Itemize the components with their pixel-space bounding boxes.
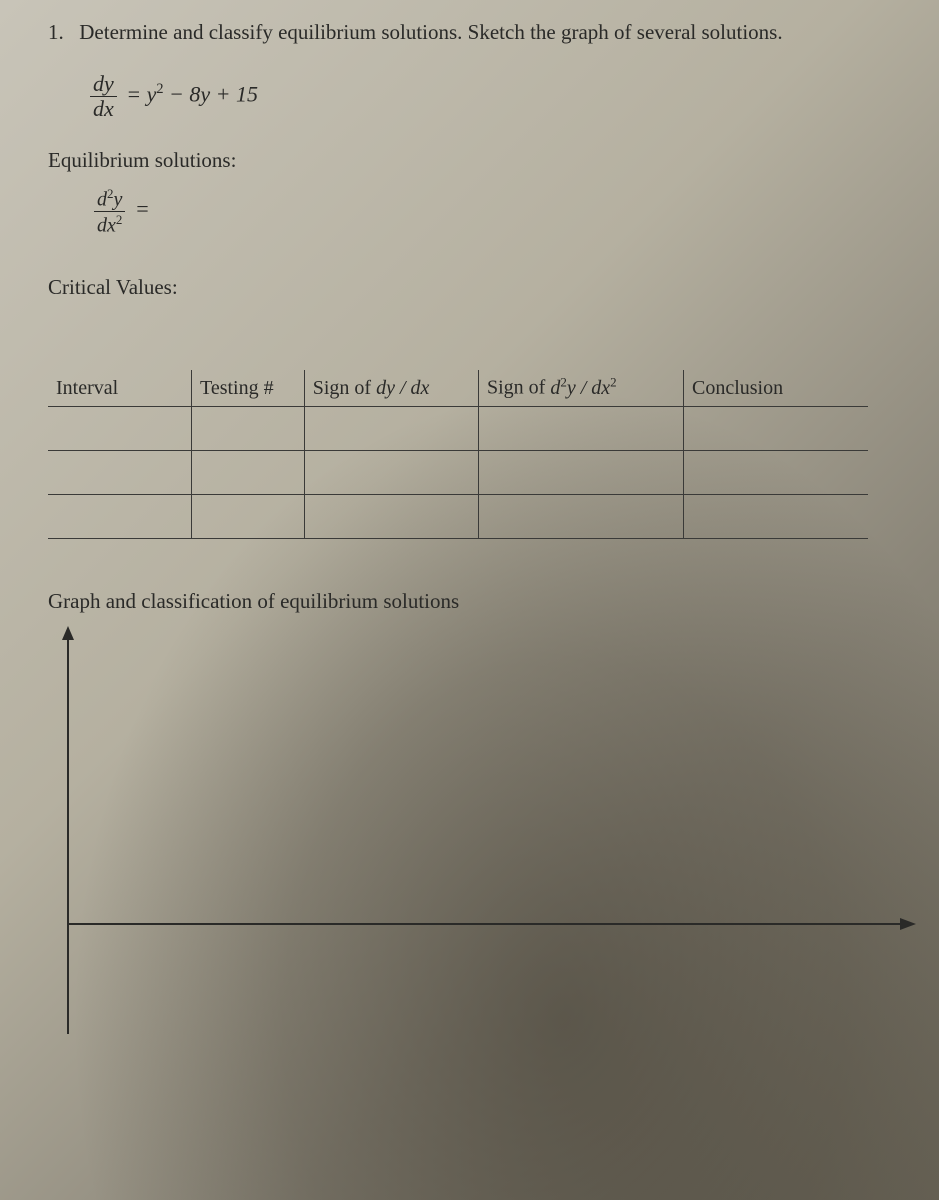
col-testing: Testing #: [192, 370, 305, 406]
second-deriv-num: d2y: [94, 187, 125, 212]
critical-values-label: Critical Values:: [48, 275, 891, 300]
x-axis-arrow-icon: [900, 918, 916, 930]
col-sign-d2y-dx2: Sign of d2y / dx2: [479, 370, 684, 406]
second-deriv-den: dx2: [94, 212, 125, 236]
col-sign-dy-dx: Sign of dy / dx: [304, 370, 478, 406]
question-text: Determine and classify equilibrium solut…: [79, 20, 782, 44]
graph-label: Graph and classification of equilibrium …: [48, 589, 891, 614]
col-conclusion: Conclusion: [684, 370, 869, 406]
second-deriv-fraction: d2y dx2: [94, 187, 125, 235]
question-number: 1.: [48, 20, 74, 45]
table-body: [48, 406, 868, 538]
table-row: [48, 450, 868, 494]
ode-lhs-den: dx: [90, 97, 117, 120]
ode-rhs-eq: = y: [126, 82, 156, 107]
equilibrium-label: Equilibrium solutions:: [48, 148, 891, 173]
ode-lhs-fraction: dy dx: [90, 73, 117, 120]
table-row: [48, 406, 868, 450]
table-row: [48, 494, 868, 538]
col-interval: Interval: [48, 370, 192, 406]
second-derivative: d2y dx2 =: [94, 187, 891, 235]
table-header-row: Interval Testing # Sign of dy / dx Sign …: [48, 370, 868, 406]
y-axis-arrow-icon: [62, 626, 74, 640]
ode-lhs-num: dy: [90, 73, 117, 97]
ode-equation: dy dx = y2 − 8y + 15: [90, 73, 891, 120]
axes-plot: [48, 624, 918, 1044]
ode-rhs-tail: − 8y + 15: [164, 82, 258, 107]
ode-rhs-exp: 2: [156, 81, 163, 97]
analysis-table: Interval Testing # Sign of dy / dx Sign …: [48, 370, 868, 539]
question-line: 1. Determine and classify equilibrium so…: [48, 20, 891, 45]
second-deriv-eq: =: [129, 196, 149, 221]
